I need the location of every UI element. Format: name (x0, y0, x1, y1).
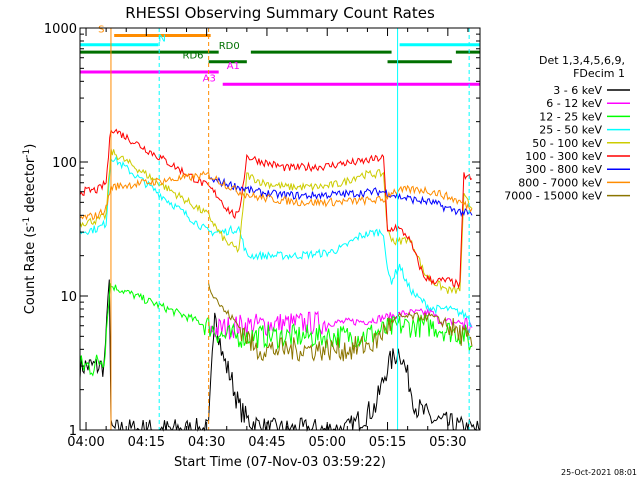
y-axis-label: Count Rate (s-1 detector-1) (22, 144, 38, 315)
svg-text:Count Rate (s-1 detector-1): Count Rate (s-1 detector-1) (22, 144, 38, 315)
legend-label-0: 3 - 6 keV (553, 84, 602, 97)
x-tick-label-2: 04:30 (188, 435, 225, 450)
y-tick-label-2: 100 (52, 156, 77, 171)
legend-label-7: 800 - 7000 keV (518, 176, 602, 189)
x-tick-label-6: 05:30 (429, 435, 466, 450)
status-bar-label-1: N (158, 34, 165, 45)
status-bar-label-5: RD6 (183, 51, 204, 62)
series-line-3 (79, 155, 473, 328)
axis-ticks: 04:00 04:15 04:30 04:45 05:00 05:15 05:30 1 10 10… (44, 22, 480, 450)
plot-frame (79, 27, 481, 431)
series-line-6 (208, 175, 473, 217)
status-bar-label-0: S (98, 24, 104, 35)
status-bar-label-2: RD0 (219, 41, 240, 52)
legend-label-5: 100 - 300 keV (525, 150, 602, 163)
y-axis-label-end: ) (23, 144, 38, 149)
status-bar-label-7: A1 (227, 61, 240, 72)
series-line-7 (79, 170, 473, 221)
y-axis-label-mid: detector (23, 157, 38, 217)
series-line-4 (79, 148, 473, 294)
status-bars: S N RD0 RD6 A1 A3 (80, 24, 480, 86)
legend-label-2: 12 - 25 keV (539, 110, 602, 123)
x-tick-label-0: 04:00 (67, 435, 104, 450)
x-tick-label-3: 04:45 (248, 435, 285, 450)
x-tick-label-4: 05:00 (309, 435, 346, 450)
series-line-2 (79, 282, 473, 377)
series-line-0 (79, 279, 481, 432)
status-bar-label-8: A3 (203, 73, 216, 84)
footer-timestamp: 25-Oct-2021 08:01 (561, 468, 637, 477)
y-tick-label-3: 1000 (44, 22, 77, 37)
y-axis-label-sup2: -1 (22, 149, 32, 158)
legend-header-1: FDecim 1 (573, 67, 625, 80)
y-axis-label-main: Count Rate (s (23, 226, 38, 315)
chart-title: RHESSI Observing Summary Count Rates (125, 4, 435, 22)
legend-label-8: 7000 - 15000 keV (504, 190, 602, 203)
legend-label-6: 300 - 800 keV (525, 163, 602, 176)
series-line-8 (208, 283, 473, 362)
vertical-markers (110, 28, 470, 430)
series-line-5 (79, 128, 473, 289)
legend-label-3: 25 - 50 keV (539, 124, 602, 137)
y-axis-label-sup1: -1 (22, 217, 32, 226)
data-traces (79, 128, 481, 432)
x-axis-label: Start Time (07-Nov-03 03:59:22) (174, 455, 386, 470)
y-tick-label-1: 10 (60, 290, 77, 305)
legend-label-4: 50 - 100 keV (532, 137, 602, 150)
x-tick-label-1: 04:15 (128, 435, 165, 450)
y-tick-label-0: 1 (69, 424, 77, 439)
legend-label-1: 6 - 12 keV (546, 97, 602, 110)
legend-header-0: Det 1,3,4,5,6,9, (539, 54, 625, 67)
x-tick-label-5: 05:15 (369, 435, 406, 450)
